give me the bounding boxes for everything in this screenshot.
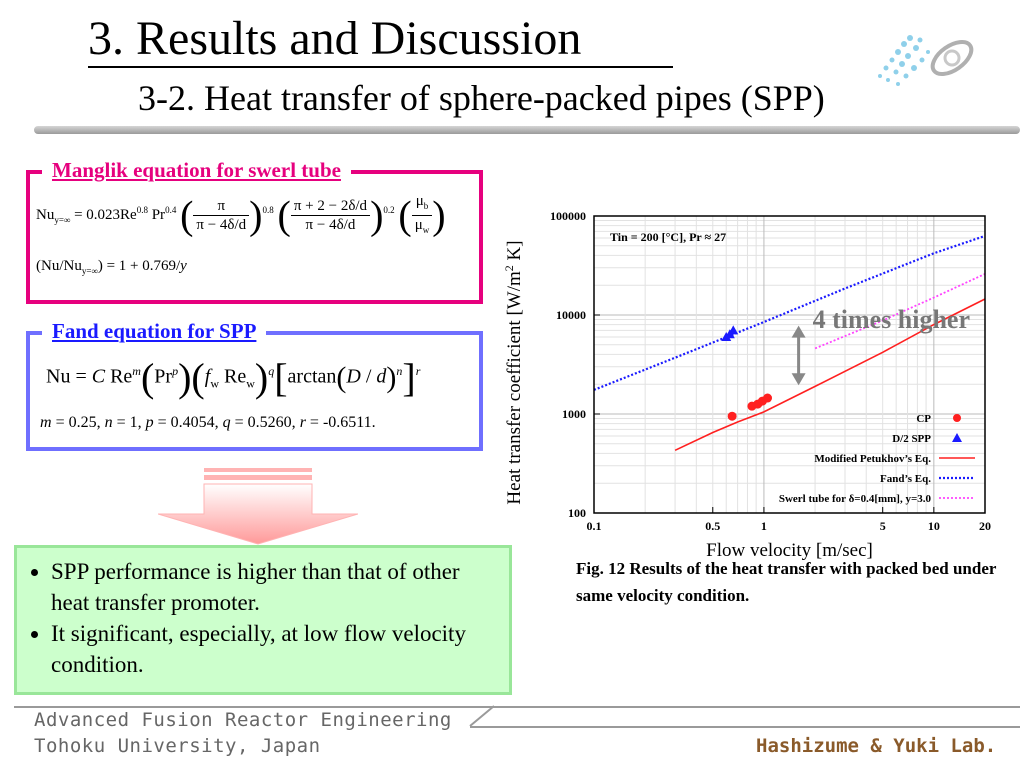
x-tick-label: 5 xyxy=(880,519,886,533)
ratio-annotation: 4 times higher xyxy=(813,305,970,334)
chart-axes xyxy=(593,215,986,514)
legend-marker-cp xyxy=(953,414,961,422)
fraction-3: μb μw xyxy=(411,192,433,239)
series-line xyxy=(814,273,986,350)
conclusion-item: It significant, especially, at low flow … xyxy=(51,618,499,680)
conclusion-item: SPP performance is higher than that of o… xyxy=(51,556,499,618)
y-tick-label: 100000 xyxy=(550,209,586,223)
footer-divider xyxy=(14,706,1020,708)
eq-nu-sub: y=∞ xyxy=(54,214,71,225)
manglik-equation: Nuy=∞ = 0.023Re0.8 Pr0.4 (π π − 4δ/d)0.8 … xyxy=(36,192,446,239)
page-title: 3. Results and Discussion xyxy=(88,12,582,65)
conclusion-box: SPP performance is higher than that of o… xyxy=(14,545,512,695)
x-axis-label: Flow velocity [m/sec] xyxy=(706,540,873,560)
legend-label: Fand’s Eq. xyxy=(880,473,931,485)
y-tick-label: 10000 xyxy=(556,308,586,322)
y-tick-label: 100 xyxy=(568,506,586,520)
footer-university: Tohoku University, Japan xyxy=(34,735,321,757)
eq-equals-re: = 0.023Re xyxy=(74,206,137,223)
fraction-2: π + 2 − 2δ/d π − 4δ/d xyxy=(290,197,371,234)
manglik-equation-title: Manglik equation for swerl tube xyxy=(42,157,351,183)
eq-re-exp: 0.8 xyxy=(136,204,148,215)
page-subtitle: 3-2. Heat transfer of sphere-packed pipe… xyxy=(138,78,825,118)
down-arrow-icon xyxy=(158,468,358,545)
heat-transfer-chart: 0.1 0.5 1 5 10 20 100 1000 10000 100000 Flow veloc… xyxy=(502,209,991,560)
x-tick-label: 0.1 xyxy=(587,519,602,533)
cp-data-point xyxy=(727,411,737,421)
footer-department: Advanced Fusion Reactor Engineering xyxy=(34,709,452,731)
footer-lab-name: Hashizume & Yuki Lab. xyxy=(756,735,997,757)
plot-frame xyxy=(593,215,986,514)
legend-marker-spp xyxy=(952,433,962,442)
manglik-ratio-equation: (Nu/Nuy=∞) = 1 + 0.769/y xyxy=(36,258,187,276)
fraction-1-exp: 0.8 xyxy=(262,204,274,215)
eq-nu: Nu xyxy=(36,206,55,223)
ratio-arrow-head-down xyxy=(791,373,806,386)
fand-equation: Nu = C Rem(Prp)(fw Rew)q[arctan(D / d)n]… xyxy=(46,355,421,400)
header-divider xyxy=(34,126,1020,134)
title-underline xyxy=(88,66,673,68)
footer-slash xyxy=(469,705,495,727)
series-line xyxy=(674,298,986,452)
chart-grid xyxy=(593,216,986,514)
footer-divider-lower xyxy=(470,726,1020,728)
legend-label: D/2 SPP xyxy=(892,433,931,445)
legend-label: Modified Petukhov’s Eq. xyxy=(814,453,931,465)
chart-labels: 0.1 0.5 1 5 10 20 100 1000 10000 100000 Flow veloc… xyxy=(502,209,991,560)
chart-series xyxy=(593,234,986,452)
conditions-annotation: Tin = 200 [°C], Pr ≈ 27 xyxy=(610,230,726,244)
y-tick-label: 1000 xyxy=(562,407,586,421)
chart-legend: CP D/2 SPP Modified Petukhov’s Eq. Fand’s E… xyxy=(779,413,975,505)
y-axis-label: Heat transfer coefficient [W/m2 K] xyxy=(502,240,525,504)
fusion-logo-icon xyxy=(878,35,974,86)
eq-pr: Pr xyxy=(151,206,166,223)
legend-label: Swerl tube for δ=0.4[mm], y=3.0 xyxy=(779,493,932,505)
figure-caption: Fig. 12 Results of the heat transfer wit… xyxy=(576,559,997,605)
fand-parameters: m = 0.25, n = 1, p = 0.4054, q = 0.5260,… xyxy=(40,414,376,431)
x-tick-label: 20 xyxy=(979,519,991,533)
x-tick-label: 0.5 xyxy=(705,519,720,533)
fraction-2-exp: 0.2 xyxy=(383,204,395,215)
cp-data-point xyxy=(763,393,773,403)
fand-equation-box xyxy=(26,331,483,451)
legend-label: CP xyxy=(916,413,931,425)
series-line xyxy=(593,234,986,391)
fand-equation-title: Fand equation for SPP xyxy=(42,318,267,344)
spp-data-point xyxy=(728,325,739,335)
x-tick-label: 10 xyxy=(928,519,940,533)
x-tick-label: 1 xyxy=(761,519,767,533)
eq-pr-exp: 0.4 xyxy=(165,204,177,215)
ratio-arrow-head-up xyxy=(791,325,806,338)
